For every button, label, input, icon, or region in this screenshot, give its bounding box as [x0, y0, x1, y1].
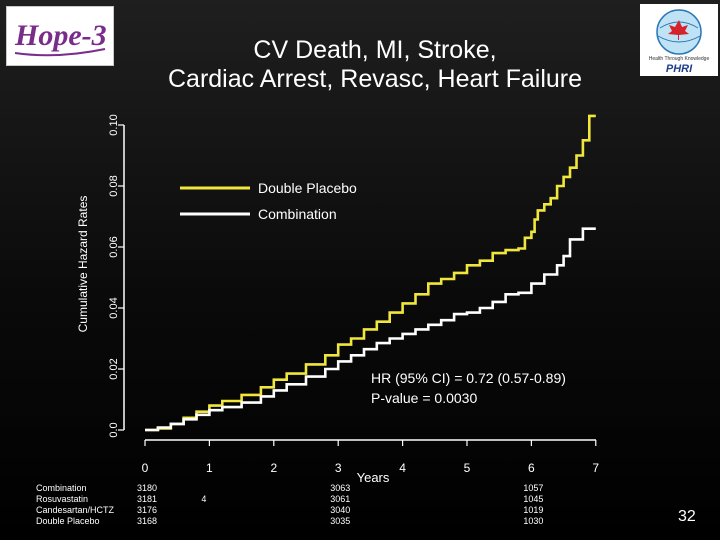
hr-annotation: HR (95% CI) = 0.72 (0.57-0.89) [371, 370, 566, 386]
y-axis-label: Cumulative Hazard Rates [76, 196, 90, 333]
x-tick-label: 0 [142, 461, 149, 475]
series-line-combination [145, 227, 596, 432]
y-tick-label: 0.04 [108, 297, 120, 318]
x-axis-label: Years [357, 470, 390, 485]
chart-legend: Double Placebo Combination [180, 180, 357, 222]
chart-axes [123, 125, 596, 441]
phri-logo-text: PHRI [666, 63, 693, 75]
x-tick-label: 5 [464, 461, 471, 475]
x-tick-label: 4 [399, 461, 406, 475]
x-tick-label: 7 [592, 461, 599, 475]
y-tick-label: 0.0 [108, 422, 120, 437]
title-line-1: CV Death, MI, Stroke, [253, 36, 497, 64]
x-axis-ticks: 0 1 2 3 4 5 6 7 [142, 440, 599, 475]
y-tick-label: 0.02 [108, 358, 120, 379]
chart-series [145, 114, 596, 432]
y-tick-label: 0.08 [108, 175, 120, 196]
hr-annotation: P-value = 0.0030 [371, 390, 477, 406]
x-tick-label: 3 [335, 461, 342, 475]
title-line-2: Cardiac Arrest, Revasc, Heart Failure [167, 65, 583, 93]
series-line-double-placebo [145, 114, 596, 432]
y-tick-label: 0.06 [108, 236, 120, 257]
y-axis-ticks: 0.0 0.02 0.04 0.06 0.08 0.10 [108, 114, 124, 438]
legend-label: Combination [258, 206, 337, 222]
chart-annotations: HR (95% CI) = 0.72 (0.57-0.89) P-value = … [371, 370, 566, 406]
page-title: CV Death, MI, Stroke, Cardiac Arrest, Re… [110, 36, 640, 94]
maple-leaf-icon [668, 20, 689, 40]
y-tick-label: 0.10 [108, 114, 120, 135]
phri-logo: Health Through Knowledge PHRI [640, 4, 718, 76]
hope3-logo-text: Hope-3 [14, 19, 107, 52]
hope3-logo: Hope-3 [6, 6, 114, 66]
x-tick-label: 2 [270, 461, 277, 475]
page-number: 32 [678, 508, 696, 525]
x-tick-label: 6 [528, 461, 535, 475]
phri-tagline: Health Through Knowledge [649, 56, 710, 62]
legend-label: Double Placebo [258, 180, 357, 196]
x-tick-label: 1 [206, 461, 213, 475]
